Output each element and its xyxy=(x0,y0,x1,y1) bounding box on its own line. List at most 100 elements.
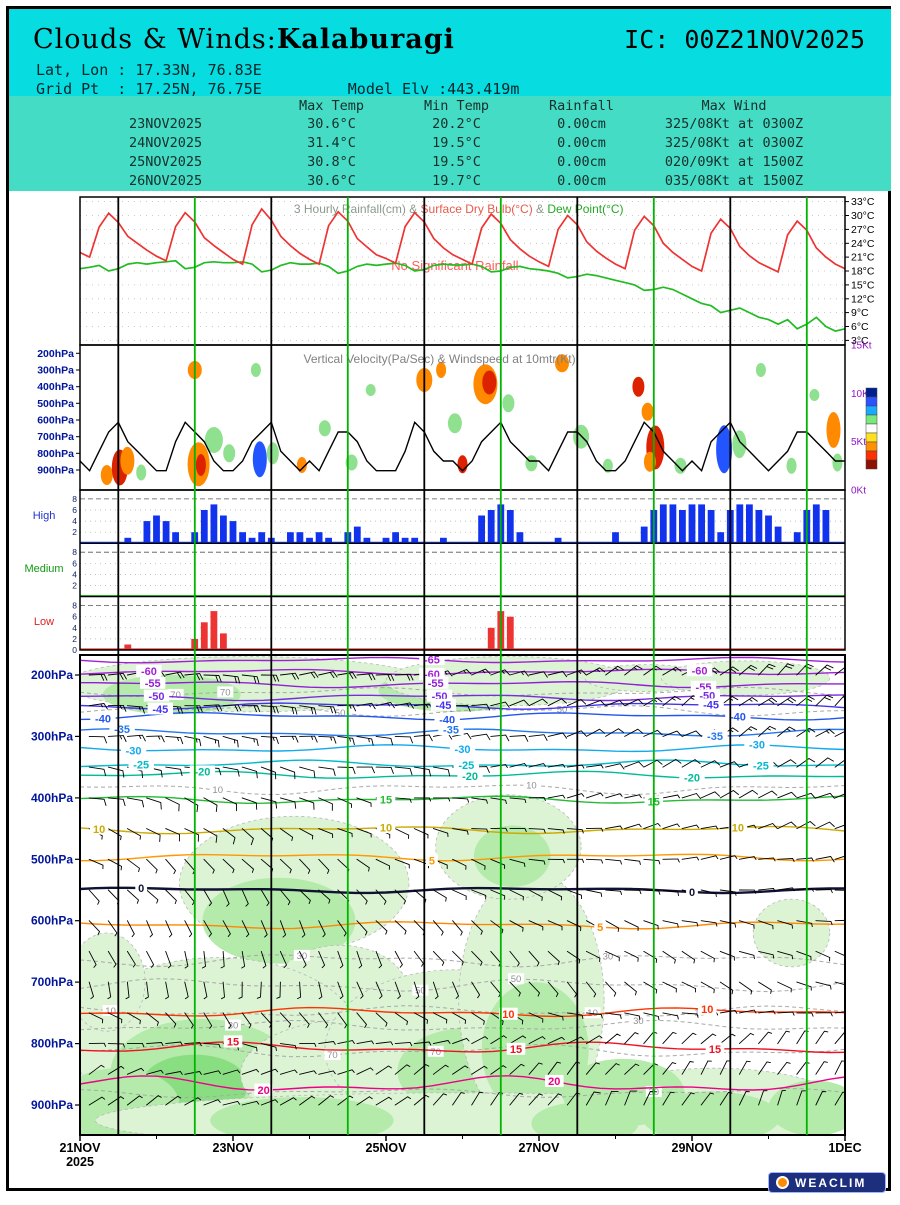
table-cell: 19.7°C xyxy=(432,173,481,189)
svg-text:-20: -20 xyxy=(194,767,210,779)
svg-text:700hPa: 700hPa xyxy=(31,975,73,989)
svg-text:6: 6 xyxy=(72,505,77,515)
svg-text:10: 10 xyxy=(380,822,392,834)
svg-text:5Kt: 5Kt xyxy=(851,437,866,448)
table-cell: 24NOV2025 xyxy=(129,135,203,151)
panel-vertical-velocity: 200hPa 300hPa 400hPa 500hPa 600hPa 700hPa 800h… xyxy=(37,341,878,497)
svg-text:-55: -55 xyxy=(428,678,444,690)
svg-text:15°C: 15°C xyxy=(851,279,875,291)
svg-text:30: 30 xyxy=(633,1016,644,1027)
weaclim-logo-text: WEACLIM xyxy=(795,1175,867,1190)
table-cell: 31.4°C xyxy=(307,135,356,151)
table-cell: 19.5°C xyxy=(432,154,481,170)
svg-text:3°C: 3°C xyxy=(851,335,869,347)
svg-text:-20: -20 xyxy=(462,771,478,783)
svg-text:50: 50 xyxy=(511,974,522,985)
weaclim-logo: WEACLIM xyxy=(768,1172,886,1193)
svg-text:500hPa: 500hPa xyxy=(31,852,73,866)
svg-text:4: 4 xyxy=(72,516,77,526)
svg-text:Vertical Velocity(Pa/Sec) & Wi: Vertical Velocity(Pa/Sec) & Windspeed at… xyxy=(304,352,576,366)
title-prefix: Clouds & Winds: xyxy=(33,24,277,55)
header-band: Clouds & Winds:Kalaburagi IC: 00Z21NOV20… xyxy=(9,9,891,98)
svg-text:2025: 2025 xyxy=(66,1155,94,1169)
svg-text:2: 2 xyxy=(72,581,77,591)
svg-text:-30: -30 xyxy=(455,744,471,756)
day-grid-lines xyxy=(117,197,808,1135)
table-cell: 26NOV2025 xyxy=(129,173,203,189)
table-row: 24NOV2025 31.4°C 19.5°C 0.00cm 325/08Kt at 0… xyxy=(9,134,891,153)
svg-text:20: 20 xyxy=(257,1085,269,1097)
svg-text:-20: -20 xyxy=(684,773,700,785)
svg-text:6°C: 6°C xyxy=(851,321,869,333)
svg-text:4: 4 xyxy=(72,569,77,579)
svg-text:-45: -45 xyxy=(435,700,451,712)
svg-text:27NOV: 27NOV xyxy=(519,1141,561,1155)
svg-text:9°C: 9°C xyxy=(851,307,869,319)
svg-text:30°C: 30°C xyxy=(851,210,875,222)
svg-text:0: 0 xyxy=(72,645,77,655)
table-row: 25NOV2025 30.8°C 19.5°C 0.00cm 020/09Kt at 1… xyxy=(9,153,891,172)
svg-text:500hPa: 500hPa xyxy=(37,398,74,410)
table-cell: 325/08Kt at 0300Z xyxy=(664,116,804,132)
svg-text:21NOV: 21NOV xyxy=(60,1141,102,1155)
time-axis: 21NOV2025 23NOV 25NOV 27NOV 29NOV 1DEC xyxy=(60,1135,862,1169)
table-cell: 20.2°C xyxy=(432,116,481,132)
svg-text:-25: -25 xyxy=(133,760,149,772)
svg-text:10: 10 xyxy=(732,823,744,835)
svg-text:30: 30 xyxy=(228,1021,239,1032)
svg-text:15: 15 xyxy=(709,1044,721,1056)
svg-text:-30: -30 xyxy=(126,745,142,757)
table-header-row: Max Temp Min Temp Rainfall Max Wind xyxy=(9,98,891,115)
svg-text:Medium: Medium xyxy=(24,563,63,575)
svg-text:6: 6 xyxy=(72,612,77,622)
svg-text:30: 30 xyxy=(603,952,614,963)
svg-text:1DEC: 1DEC xyxy=(828,1141,861,1155)
svg-text:10: 10 xyxy=(701,1004,713,1016)
table-cell: 19.5°C xyxy=(432,135,481,151)
svg-text:400hPa: 400hPa xyxy=(31,791,73,805)
svg-text:200hPa: 200hPa xyxy=(37,348,74,360)
table-cell: 0.00cm xyxy=(557,135,606,151)
title-station: Kalaburagi xyxy=(276,24,455,55)
svg-text:High: High xyxy=(33,510,56,522)
svg-text:-45: -45 xyxy=(152,704,168,716)
svg-text:10: 10 xyxy=(105,1006,116,1017)
svg-text:10Kt: 10Kt xyxy=(851,389,872,400)
svg-text:-25: -25 xyxy=(458,760,474,772)
table-cell: 30.8°C xyxy=(307,154,356,170)
svg-text:18°C: 18°C xyxy=(851,266,875,278)
svg-text:Low: Low xyxy=(34,616,54,628)
summary-band xyxy=(9,96,891,191)
table-cell: 020/09Kt at 1500Z xyxy=(664,154,804,170)
svg-text:400hPa: 400hPa xyxy=(37,381,74,393)
svg-text:4: 4 xyxy=(72,623,77,633)
svg-text:2: 2 xyxy=(72,634,77,644)
panel-upper-winds: 707050501010303050501010103030707030-65-… xyxy=(31,654,846,1136)
svg-text:0: 0 xyxy=(138,883,144,895)
svg-text:70: 70 xyxy=(430,1047,441,1058)
svg-text:700hPa: 700hPa xyxy=(37,431,74,443)
svg-text:29NOV: 29NOV xyxy=(672,1141,714,1155)
svg-text:15Kt: 15Kt xyxy=(851,341,872,352)
table-cell: 30.6°C xyxy=(307,116,356,132)
table-row: 26NOV2025 30.6°C 19.7°C 0.00cm 035/08Kt at 1… xyxy=(9,172,891,191)
svg-text:-45: -45 xyxy=(703,700,719,712)
svg-text:24°C: 24°C xyxy=(851,238,875,250)
table-cell: 0.00cm xyxy=(557,173,606,189)
table-row: 23NOV2025 30.6°C 20.2°C 0.00cm 325/08Kt at 0… xyxy=(9,115,891,134)
page-title: Clouds & Winds:Kalaburagi xyxy=(33,24,455,55)
svg-text:27°C: 27°C xyxy=(851,224,875,236)
svg-text:-55: -55 xyxy=(145,678,161,690)
table-header-cell: Rainfall xyxy=(548,98,615,114)
svg-text:15: 15 xyxy=(380,794,392,806)
svg-text:-35: -35 xyxy=(443,724,459,736)
svg-text:33°C: 33°C xyxy=(851,196,875,208)
svg-text:25NOV: 25NOV xyxy=(366,1141,408,1155)
svg-text:600hPa: 600hPa xyxy=(37,415,74,427)
svg-text:8: 8 xyxy=(72,547,77,557)
grid-pt-line: Grid Pt : 17.25N, 76.75E Model Elv :443.4… xyxy=(36,80,519,98)
table-header-cell: Max Wind xyxy=(701,98,767,114)
svg-text:-35: -35 xyxy=(114,724,130,736)
